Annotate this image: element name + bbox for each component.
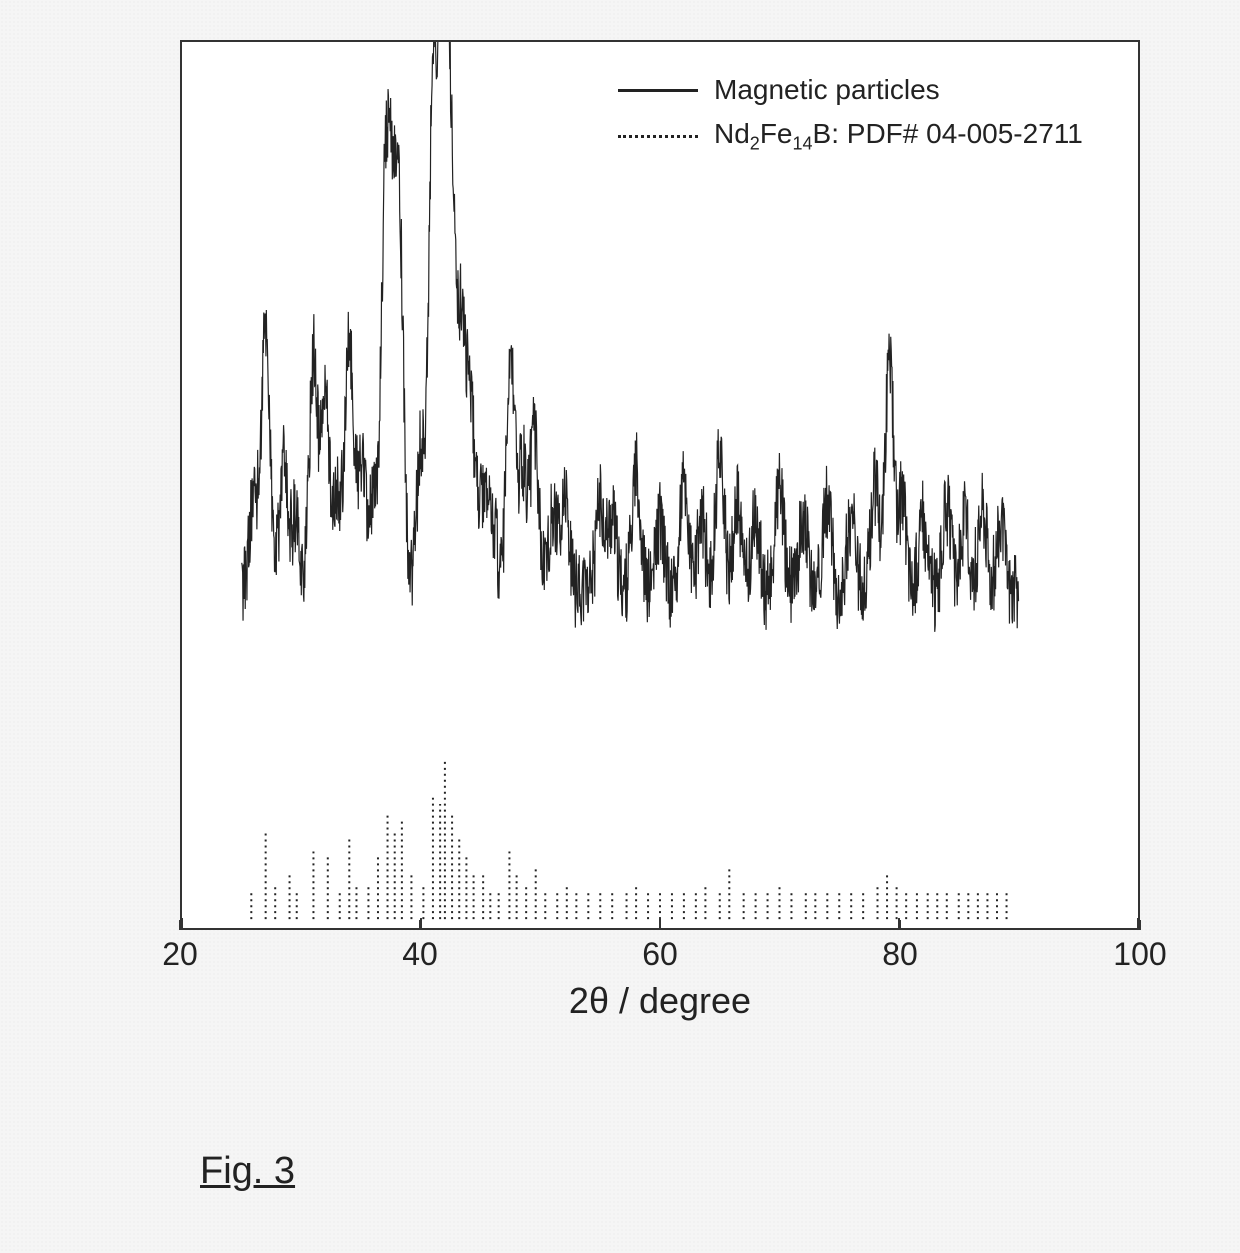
x-axis-label: 2θ / degree [180, 980, 1140, 1022]
legend: Magnetic particles Nd2Fe14B: PDF# 04-005… [608, 62, 1108, 167]
legend-swatch-solid [618, 80, 698, 100]
x-tick-label: 100 [1113, 936, 1166, 973]
legend-label-measured: Magnetic particles [714, 74, 940, 106]
x-tick-label: 40 [402, 936, 438, 973]
plot-svg [182, 42, 1138, 928]
x-tick-label: 60 [642, 936, 678, 973]
xrd-figure: Normalized intensity Magnetic particles … [60, 20, 1180, 1020]
legend-swatch-dotted [618, 126, 698, 146]
x-tick-label: 80 [882, 936, 918, 973]
x-axis-ticks: 20406080100 [180, 932, 1140, 972]
series-reference-sticks [251, 760, 1006, 919]
x-tick-label: 20 [162, 936, 198, 973]
legend-label-reference: Nd2Fe14B: PDF# 04-005-2711 [714, 118, 1083, 155]
legend-item-measured: Magnetic particles [608, 68, 1108, 112]
legend-item-reference: Nd2Fe14B: PDF# 04-005-2711 [608, 112, 1108, 161]
figure-caption: Fig. 3 [200, 1150, 295, 1193]
plot-area: Magnetic particles Nd2Fe14B: PDF# 04-005… [180, 40, 1140, 930]
